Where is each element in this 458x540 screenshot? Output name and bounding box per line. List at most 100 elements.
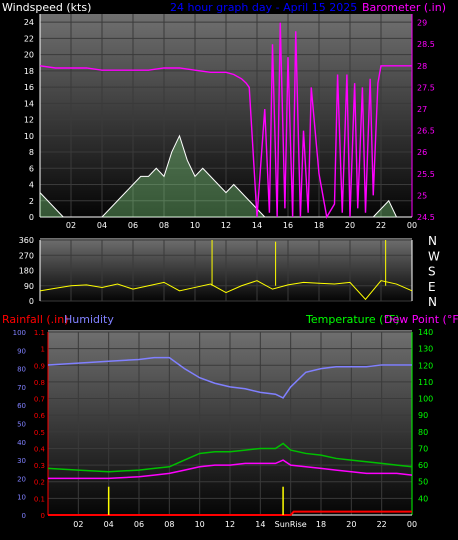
ytick-label: 12 [24, 116, 34, 125]
xtick-label: 16 [283, 221, 293, 230]
xtick-label: 06 [128, 221, 138, 230]
temp-tick-label: 140 [418, 328, 433, 337]
humidity-axis: 0 10 20 30 40 50 60 70 80 90 100 [13, 329, 26, 520]
humidity-tick-label: 80 [17, 366, 26, 374]
ytick-label: 20 [24, 51, 34, 60]
temp-tick-label: 70 [418, 444, 428, 453]
xtick-label: 00 [407, 221, 417, 230]
xtick-label: 12 [221, 221, 231, 230]
temperature-axis: 40 50 60 70 80 90 100 110 120 130 140 [418, 328, 433, 503]
dewpoint-label: Dew Point (°F) [384, 313, 458, 326]
direction-grid [39, 239, 413, 302]
xtick-label: 08 [159, 221, 169, 230]
compass-label: W [428, 249, 440, 263]
y2tick-label: 28 [417, 62, 427, 71]
y2tick-label: 28.5 [417, 40, 435, 49]
humidity-tick-label: 10 [17, 494, 26, 502]
ytick-label: 8 [29, 148, 34, 157]
y2tick-label: 29 [417, 19, 427, 28]
xtick-label: 20 [346, 520, 356, 529]
humidity-line [47, 356, 412, 399]
barometer-line [39, 22, 412, 219]
xtick-label: 04 [97, 221, 107, 230]
y2tick-label: 26.5 [417, 127, 435, 136]
windspeed-label: Windspeed (kts) [2, 1, 91, 14]
ytick-label: 180 [19, 267, 34, 276]
rainfall-line [48, 510, 412, 516]
xtick-label: 06 [134, 520, 144, 529]
temp-tick-label: 100 [418, 395, 433, 404]
dewpoint-line [48, 459, 413, 480]
temp-tick-label: 130 [418, 345, 433, 354]
direction-series [39, 240, 413, 301]
compass-label: E [428, 280, 436, 294]
ytick-label: 24 [24, 18, 34, 27]
temp-tick-label: 90 [418, 411, 428, 420]
xtick-label: 00 [407, 520, 417, 529]
temperature-label: Temperature (°F) [305, 313, 400, 326]
y2tick-label: 27.5 [417, 83, 435, 92]
y2tick-label: 27 [417, 105, 427, 114]
ytick-label: 10 [24, 132, 34, 141]
humidity-tick-label: 20 [17, 475, 26, 483]
xtick-label: 10 [190, 221, 200, 230]
windspeed-fill [40, 135, 412, 217]
ytick-label: 0 [29, 297, 34, 306]
xtick-label: 18 [314, 221, 324, 230]
xtick-label: 08 [164, 520, 174, 529]
ytick-label: 16 [24, 83, 34, 92]
ytick-label: 22 [24, 34, 34, 43]
humidity-tick-label: 30 [17, 457, 26, 465]
humidity-tick-label: 70 [17, 384, 26, 392]
xtick-label: 02 [66, 221, 76, 230]
ytick-label: 270 [19, 251, 34, 260]
humidity-tick-label: 40 [17, 439, 26, 447]
direction-left-axis: 0 90 180 270 360 [19, 236, 34, 306]
temp-tick-label: 110 [418, 378, 433, 387]
ytick-label: 4 [29, 181, 34, 190]
rain-tick-label: 0.5 [34, 429, 45, 437]
wind-series [39, 22, 412, 219]
xtick-label: 14 [252, 221, 262, 230]
xtick-label: SunRise [275, 520, 307, 529]
xtick-label: 12 [225, 520, 235, 529]
y2tick-label: 26 [417, 148, 427, 157]
rain-tick-label: 0.7 [34, 396, 45, 404]
rain-tick-label: 0.2 [34, 479, 45, 487]
wind-x-axis: 02 04 06 08 10 12 14 16 18 20 22 00 [66, 221, 417, 230]
temp-tick-label: 60 [418, 461, 428, 470]
humidity-tick-label: 100 [13, 329, 26, 337]
compass-label: S [428, 265, 436, 279]
barometer-label: Barometer (.in) [362, 1, 446, 14]
xtick-label: 22 [377, 520, 387, 529]
ytick-label: 2 [29, 197, 34, 206]
humidity-tick-label: 0 [22, 512, 26, 520]
xtick-label: 20 [345, 221, 355, 230]
rain-tick-label: 0 [41, 512, 45, 520]
rain-tick-label: 0.1 [34, 495, 45, 503]
rain-tick-label: 0.8 [34, 379, 45, 387]
temperature-line [47, 442, 413, 473]
rain-tick-label: 0.6 [34, 412, 46, 420]
y2tick-label: 24.5 [417, 213, 435, 222]
temp-tick-label: 80 [418, 428, 428, 437]
ytick-label: 14 [24, 99, 34, 108]
ytick-label: 18 [24, 67, 34, 76]
climate-series [47, 356, 413, 516]
ytick-label: 360 [19, 236, 34, 245]
humidity-tick-label: 50 [17, 421, 26, 429]
xtick-label: 02 [73, 520, 83, 529]
xtick-label: 04 [104, 520, 114, 529]
ytick-label: 90 [24, 282, 34, 291]
barometer-right-axis: 24.5 25 25.5 26 26.5 27 27.5 28 28.5 29 [417, 19, 435, 222]
rain-tick-label: 0.3 [34, 462, 45, 470]
xtick-label: 18 [316, 520, 326, 529]
temp-tick-label: 50 [418, 478, 428, 487]
humidity-tick-label: 90 [17, 347, 26, 355]
xtick-label: 10 [195, 520, 205, 529]
compass-label: N [428, 295, 437, 309]
